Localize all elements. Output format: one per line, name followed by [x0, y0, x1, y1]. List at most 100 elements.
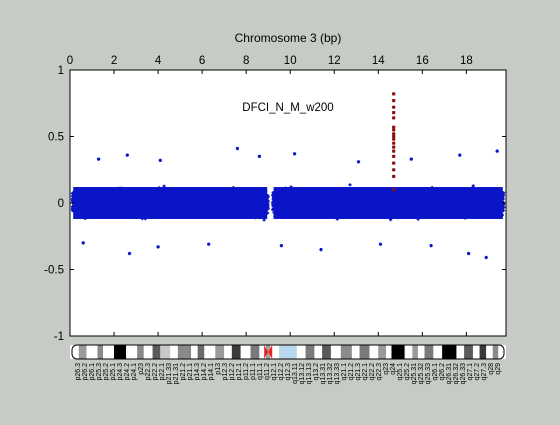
- data-band-core-1: [273, 187, 503, 219]
- outlier-point: [279, 244, 283, 248]
- ideogram-band: [197, 345, 205, 359]
- ideogram-band: [97, 345, 104, 359]
- ideogram-band: [177, 345, 192, 359]
- band-label: p26.3: [75, 363, 82, 381]
- band-label: q26.33: [460, 363, 467, 385]
- highlight-point: [392, 105, 396, 109]
- band-label: p22.3: [145, 363, 152, 381]
- ideogram-band: [240, 345, 251, 359]
- highlight-point: [392, 128, 396, 132]
- outlier-point: [235, 146, 239, 151]
- band-label: q25.33: [425, 363, 432, 385]
- ideogram-band: [160, 345, 171, 359]
- y-tick-label: 1: [58, 65, 64, 77]
- ideogram-band: [424, 345, 434, 359]
- outlier-point: [409, 157, 413, 161]
- outlier-point: [319, 248, 323, 252]
- band-label: p14.2: [201, 363, 208, 381]
- band-label: q21.1: [341, 363, 348, 381]
- band-label: p24.3: [117, 363, 124, 381]
- ideogram-band: [86, 345, 98, 359]
- outlier-point: [207, 242, 211, 246]
- ideogram-band: [330, 345, 341, 359]
- ideogram-band: [417, 345, 425, 359]
- centromere-marker: [264, 345, 273, 359]
- ideogram-band: [378, 345, 386, 359]
- ideogram-band: [351, 345, 360, 359]
- ideogram-band: [433, 345, 443, 359]
- x-tick-label: 8: [243, 55, 249, 67]
- x-tick-label: 6: [199, 55, 205, 67]
- band-label: p22.1: [159, 363, 166, 381]
- highlight-point: [392, 154, 396, 158]
- highlight-point: [392, 145, 396, 149]
- outlier-point: [458, 153, 462, 157]
- band-label: q21.3: [355, 363, 362, 381]
- band-label: p21.31: [173, 363, 180, 385]
- ideogram-band: [340, 345, 352, 359]
- x-tick-label: 2: [111, 55, 117, 67]
- ideogram-band: [137, 345, 144, 359]
- band-label: q24: [390, 363, 397, 375]
- y-tick-label: 0.5: [48, 132, 64, 144]
- ideogram-band: [472, 345, 480, 359]
- ideogram-band: [369, 345, 379, 359]
- highlight-point: [392, 137, 396, 141]
- ideogram-band: [305, 345, 315, 359]
- ideogram-band: [359, 345, 370, 359]
- outlier-point: [429, 244, 433, 248]
- ideogram-band: [385, 345, 392, 359]
- y-tick-label: 0: [58, 198, 64, 210]
- outlier-point: [156, 245, 160, 249]
- band-label: q22.1: [362, 363, 369, 381]
- ideogram-band: [479, 345, 487, 359]
- band-label: p21.33: [166, 363, 173, 385]
- outlier-point: [378, 242, 383, 246]
- band-label: p14.3: [194, 363, 201, 381]
- chart-title: Chromosome 3 (bp): [235, 31, 342, 45]
- highlight-point: [392, 149, 396, 153]
- highlight-point: [392, 188, 396, 192]
- band-label: p12.2: [229, 363, 236, 381]
- outlier-point: [125, 153, 129, 157]
- band-label: q27.3: [481, 363, 488, 381]
- ideogram-band: [391, 345, 405, 359]
- band-label: q21.2: [348, 363, 355, 381]
- x-tick-label: 18: [460, 55, 473, 67]
- ideogram-band: [279, 345, 297, 359]
- band-label: q13.11: [292, 363, 299, 384]
- ideogram-band: [314, 345, 323, 359]
- band-label: p24.1: [131, 363, 138, 381]
- band-label: p24.2: [124, 363, 131, 381]
- band-label: p21.2: [180, 363, 187, 381]
- outlier-point: [158, 158, 162, 162]
- band-label: q12.1: [271, 363, 278, 381]
- ideogram-band: [143, 345, 153, 359]
- ideogram-band: [322, 345, 331, 359]
- band-label: q25.32: [418, 363, 425, 385]
- band-label: q11.1: [257, 363, 264, 380]
- ideogram-band: [126, 345, 138, 359]
- y-tick-label: -0.5: [44, 265, 64, 277]
- ideogram-band: [70, 345, 79, 359]
- series-annotation: DFCI_N_M_w200: [242, 102, 333, 114]
- ideogram-band: [114, 345, 127, 359]
- band-label: p14.1: [208, 363, 215, 381]
- band-label: q22.3: [376, 363, 383, 381]
- x-tick-label: 14: [372, 55, 385, 67]
- band-label: q26.1: [432, 363, 439, 381]
- highlight-point: [392, 116, 396, 120]
- band-label: p26.2: [82, 363, 89, 381]
- ideogram-band: [224, 345, 232, 359]
- ideogram-band: [492, 345, 499, 359]
- band-label: p26.1: [89, 363, 96, 381]
- ideogram-band: [152, 345, 161, 359]
- x-tick-label: 4: [155, 55, 162, 67]
- ideogram-band: [486, 345, 493, 359]
- ideogram-band: [170, 345, 178, 359]
- band-label: p22.2: [152, 363, 159, 381]
- band-label: p12.3: [222, 363, 229, 381]
- band-label: q13.13: [306, 363, 313, 385]
- band-label: q27.2: [474, 363, 481, 381]
